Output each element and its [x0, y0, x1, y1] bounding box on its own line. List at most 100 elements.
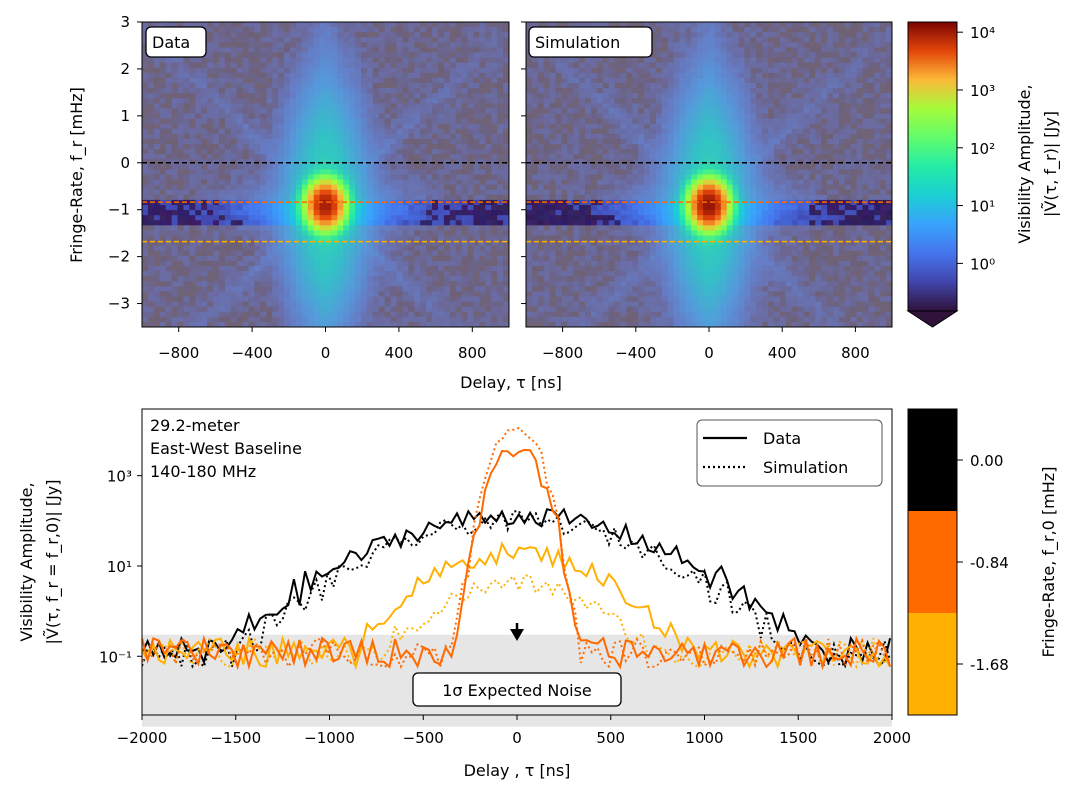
waterfall-pixel	[667, 37, 675, 43]
waterfall-pixel	[213, 194, 220, 201]
waterfall-pixel	[260, 103, 267, 110]
waterfall-pixel	[503, 235, 509, 242]
waterfall-pixel	[189, 103, 196, 110]
waterfall-pixel	[177, 194, 185, 201]
waterfall-pixel	[491, 225, 498, 232]
waterfall-pixel	[295, 62, 303, 69]
waterfall-pixel	[366, 62, 374, 69]
waterfall-pixel	[313, 225, 321, 232]
waterfall-pixel	[254, 220, 261, 226]
waterfall-pixel	[497, 98, 504, 104]
waterfall-pixel	[437, 184, 445, 191]
waterfall-pixel	[455, 321, 463, 327]
waterfall-pixel	[815, 113, 822, 120]
waterfall-pixel	[856, 98, 864, 104]
waterfall-pixel	[272, 103, 279, 110]
waterfall-pixel	[189, 108, 196, 115]
waterfall-pixel	[491, 98, 498, 104]
waterfall-pixel	[886, 32, 892, 38]
waterfall-pixel	[248, 245, 256, 252]
waterfall-pixel	[555, 22, 563, 28]
waterfall-pixel	[266, 27, 273, 33]
waterfall-pixel	[284, 154, 291, 160]
waterfall-pixel	[844, 113, 852, 120]
waterfall-pixel	[390, 32, 398, 38]
waterfall-pixel	[461, 67, 469, 74]
waterfall-pixel	[372, 210, 380, 216]
waterfall-pixel	[673, 103, 681, 110]
waterfall-pixel	[856, 118, 864, 125]
waterfall-pixel	[378, 321, 386, 327]
waterfall-pixel	[420, 93, 427, 99]
waterfall-pixel	[437, 22, 445, 28]
waterfall-pixel	[159, 250, 167, 257]
waterfall-pixel	[437, 108, 445, 115]
waterfall-pixel	[697, 83, 704, 89]
waterfall-pixel	[655, 118, 663, 125]
waterfall-pixel	[343, 240, 350, 247]
waterfall-pixel	[443, 250, 451, 257]
waterfall-pixel	[408, 149, 415, 155]
waterfall-pixel	[213, 164, 220, 171]
waterfall-pixel	[218, 235, 226, 242]
waterfall-pixel	[189, 194, 196, 201]
waterfall-pixel	[378, 169, 386, 176]
waterfall-pixel	[420, 276, 427, 282]
waterfall-pixel	[355, 123, 362, 130]
waterfall-pixel	[242, 169, 250, 176]
waterfall-pixel	[420, 108, 427, 115]
waterfall-pixel	[485, 286, 492, 293]
waterfall-pixel	[402, 225, 409, 232]
waterfall-pixel	[272, 276, 279, 282]
waterfall-pixel	[372, 276, 380, 282]
waterfall-pixel	[266, 108, 273, 115]
waterfall-pixel	[479, 240, 486, 247]
waterfall-pixel	[443, 67, 451, 74]
waterfall-pixel	[142, 83, 149, 89]
waterfall-pixel	[779, 27, 787, 33]
waterfall-pixel	[372, 311, 380, 318]
waterfall-pixel	[426, 52, 433, 59]
waterfall-pixel	[750, 103, 757, 110]
waterfall-pixel	[555, 88, 563, 94]
waterfall-pixel	[213, 98, 220, 104]
waterfall-pixel	[248, 281, 256, 287]
waterfall-pixel	[266, 159, 273, 165]
waterfall-pixel	[278, 286, 285, 293]
waterfall-pixel	[248, 321, 256, 327]
waterfall-pixel	[821, 27, 828, 33]
waterfall-pixel	[479, 32, 486, 38]
waterfall-pixel	[491, 215, 498, 221]
waterfall-pixel	[408, 164, 415, 171]
waterfall-pixel	[667, 113, 675, 120]
waterfall-pixel	[667, 93, 675, 99]
waterfall-pixel	[703, 103, 710, 110]
waterfall-pixel	[189, 321, 196, 327]
waterfall-pixel	[331, 154, 338, 160]
waterfall-pixel	[402, 301, 409, 308]
waterfall-pixel	[396, 52, 404, 59]
waterfall-pixel	[426, 93, 433, 99]
waterfall-pixel	[272, 189, 279, 196]
waterfall-pixel	[355, 286, 362, 293]
waterfall-pixel	[349, 27, 356, 33]
waterfall-pixel	[307, 255, 315, 262]
waterfall-pixel	[491, 205, 498, 211]
waterfall-pixel	[408, 113, 415, 120]
waterfall-pixel	[479, 291, 486, 298]
waterfall-pixel	[602, 62, 610, 69]
waterfall-pixel	[685, 37, 692, 43]
waterfall-pixel	[159, 62, 167, 69]
waterfall-pixel	[159, 311, 167, 318]
waterfall-pixel	[408, 250, 415, 257]
waterfall-pixel	[171, 174, 179, 181]
waterfall-pixel	[254, 311, 261, 318]
waterfall-pixel	[886, 103, 892, 110]
waterfall-pixel	[467, 169, 475, 176]
waterfall-pixel	[473, 118, 480, 125]
waterfall-pixel	[479, 57, 486, 64]
waterfall-pixel	[366, 57, 374, 64]
waterfall-pixel	[726, 22, 734, 28]
waterfall-pixel	[224, 128, 232, 135]
waterfall-pixel	[372, 306, 380, 313]
